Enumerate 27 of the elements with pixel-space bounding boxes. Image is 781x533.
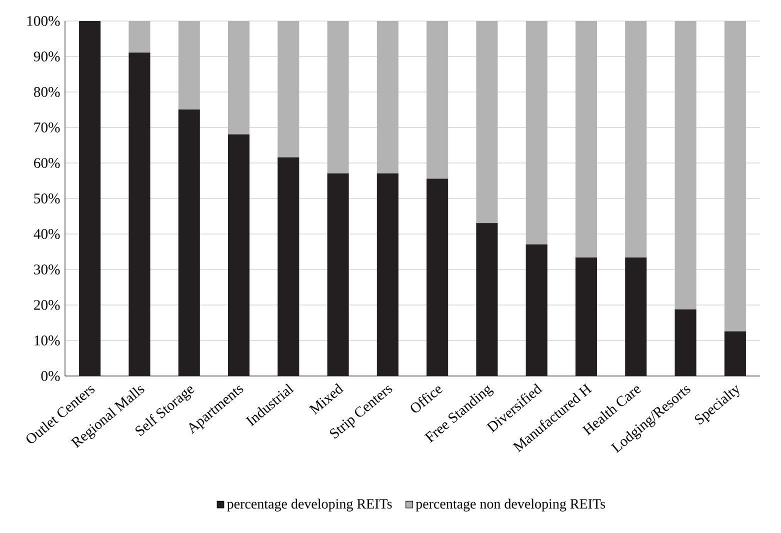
y-tick-label: 90% <box>34 52 60 62</box>
y-tick-label: 70% <box>34 122 60 132</box>
y-tick-label: 80% <box>34 87 60 97</box>
y-tick-label: 30% <box>34 264 60 274</box>
y-tick-label: 20% <box>34 300 60 310</box>
y-tick-label: 100% <box>27 16 60 26</box>
y-tick-label: 40% <box>34 229 60 239</box>
y-tick-label: 0% <box>41 371 60 381</box>
y-tick-label: 10% <box>34 336 60 346</box>
bar <box>228 134 250 376</box>
bar <box>128 52 150 376</box>
bar <box>724 331 746 376</box>
y-tick-label: 50% <box>34 194 60 204</box>
bar <box>376 173 398 376</box>
bar <box>278 157 300 376</box>
bar <box>575 258 598 376</box>
bar <box>476 223 498 376</box>
bar <box>79 21 101 376</box>
bar <box>674 309 696 376</box>
bar <box>327 173 349 376</box>
legend-label: percentage non developing REITs <box>416 498 606 512</box>
legend-label: percentage developing REITs <box>227 498 392 512</box>
bar <box>178 109 200 376</box>
bar <box>625 258 647 376</box>
y-tick-label: 60% <box>34 158 60 168</box>
bar <box>526 244 548 376</box>
bar <box>426 178 448 376</box>
